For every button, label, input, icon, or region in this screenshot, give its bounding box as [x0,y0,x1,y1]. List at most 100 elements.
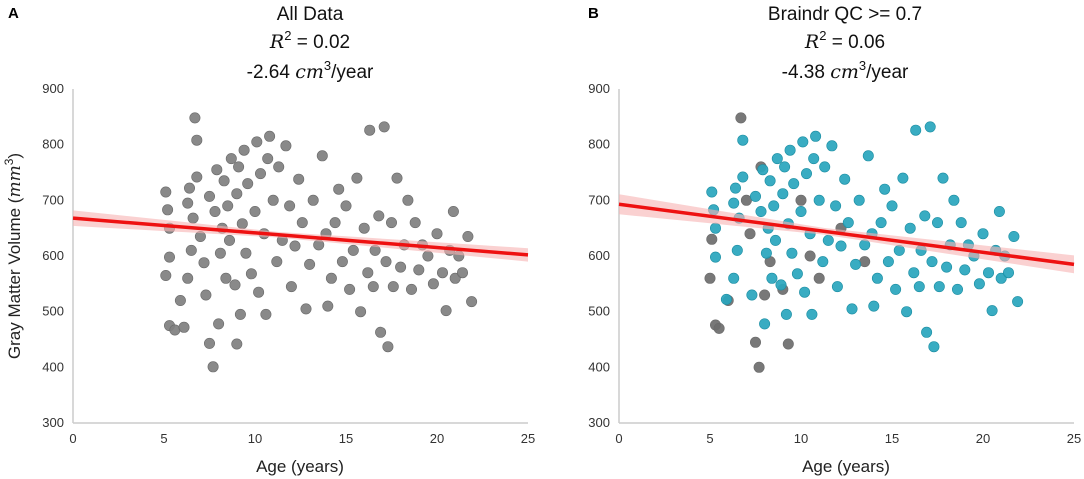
panel-b-data-point [755,206,767,218]
panel-b-x-tick-label: 5 [706,431,713,446]
panel-b-data-point [908,267,920,279]
panel-a-data-point [466,296,478,308]
panel-b-data-point [826,140,838,152]
panel-b-data-point [704,272,716,284]
panel-a-data-point [293,173,305,185]
panel-b-data-point [862,150,874,162]
panel-a-data-point [462,231,474,243]
panel-b-y-tick-label: 300 [588,415,610,430]
panel-a-data-point [185,244,197,256]
panel-b-data-point [709,251,721,263]
panel-b-data-point [890,283,902,295]
panel-b-data-point [791,268,803,280]
panel-a-data-point [449,272,461,284]
panel-b-data-point [948,194,960,206]
panel-b-y-tick-label: 600 [588,248,610,263]
panel-a-y-tick-label: 800 [42,137,64,152]
panel-b-data-point [795,194,807,206]
panel-b-data-point [959,264,971,276]
panel-b-data-point [808,153,820,165]
panel-b-data-point [955,217,967,229]
panel-a-y-tick-label: 400 [42,359,64,374]
panel-b-data-point [951,283,963,295]
panel-b-x-tick-label: 15 [885,431,899,446]
panel-a-data-point [358,222,370,234]
panel-a-data-point [344,283,356,295]
panel-b-data-point [882,256,894,268]
panel-b-data-point [759,318,771,330]
panel-b-y-tick-label: 500 [588,304,610,319]
panel-a-data-point [178,321,190,333]
panel-a-data-point [253,286,265,298]
panel-a-data-point [200,289,212,301]
panel-b-data-point [941,261,953,273]
panel-b-y-tick-label: 700 [588,192,610,207]
panel-b-data-point [921,326,933,338]
panel-b-y-tick-label: 400 [588,359,610,374]
panel-a-data-point [316,150,328,162]
panel-a-x-tick-label: 5 [160,431,167,446]
panel-b-data-point [846,303,858,315]
panel-a-data-point [264,130,276,142]
panel-a-data-point [238,144,250,156]
panel-a-data-point [284,200,296,212]
panel-b-x-tick-label: 0 [615,431,622,446]
panel-b-y-tick-label: 800 [588,137,610,152]
panel-a-data-point [322,300,334,312]
panel-b: B Braindr QC >= 0.7 R2 = 0.06 -4.38 cm3/… [588,4,1081,476]
panel-b-x-tick-label: 10 [794,431,808,446]
panel-b-data-point [995,272,1007,284]
panel-a-data-point [300,303,312,315]
panel-b-xlabel: Age (years) [802,457,890,476]
panel-b-data-point [729,182,741,194]
panel-b-data-point [728,197,740,209]
panel-a-data-point [347,244,359,256]
panel-a-data-point [160,186,172,198]
panel-a-data-point [249,206,261,218]
panel-b-data-point [728,272,740,284]
panel-a-data-point [225,153,237,165]
panel-b-data-point [735,112,747,124]
panel-a-data-point [260,308,272,320]
panel-a-plot-area: 0 5 10 15 20 25 300 400 500 600 700 800 900 [42,81,535,446]
panel-b-data-point [749,190,761,202]
panel-a-data-point [427,278,439,290]
panel-b-data-point [731,244,743,256]
panel-b-data-point [1012,296,1024,308]
panel-a-data-point [164,251,176,263]
panel-a-data-point [240,247,252,259]
panel-b-data-point [795,206,807,218]
panel-a-data-point [329,217,341,229]
panel-b-data-point [775,279,787,291]
panel-b-data-point [746,289,758,301]
panel-b-data-point [784,144,796,156]
panel-b-data-point [924,121,936,133]
panel-b-data-point [753,361,765,373]
panel-b-data-point [850,258,862,270]
panel-a-data-point [236,218,248,230]
panel-a-y-tick-label: 900 [42,81,64,96]
panel-a-data-point [182,272,194,284]
panel-a-data-point [198,257,210,269]
panel-b-r2: R2 = 0.06 [804,28,885,53]
panel-b-data-point [764,175,776,187]
panel-b-data-point [744,228,756,240]
panel-b-data-point [875,217,887,229]
panel-b-data-point [839,173,851,185]
panel-b-data-point [933,281,945,293]
panel-b-data-point [706,186,718,198]
panel-a-data-point [189,112,201,124]
panel-a-data-point [304,258,316,270]
panel-a-data-point [231,338,243,350]
panel-a-data-point [222,200,234,212]
panel-a-data-point [413,264,425,276]
panel-a-data-point [220,272,232,284]
panel-a-data-point [242,178,254,190]
panel-a-data-point [231,188,243,200]
panel-b-data-point [771,153,783,165]
panel-b-data-point [813,272,825,284]
panel-a-data-point [255,168,267,180]
panel-a-data-point [204,337,216,349]
panel-a-data-point [436,267,448,279]
panel-b-data-point [897,172,909,184]
